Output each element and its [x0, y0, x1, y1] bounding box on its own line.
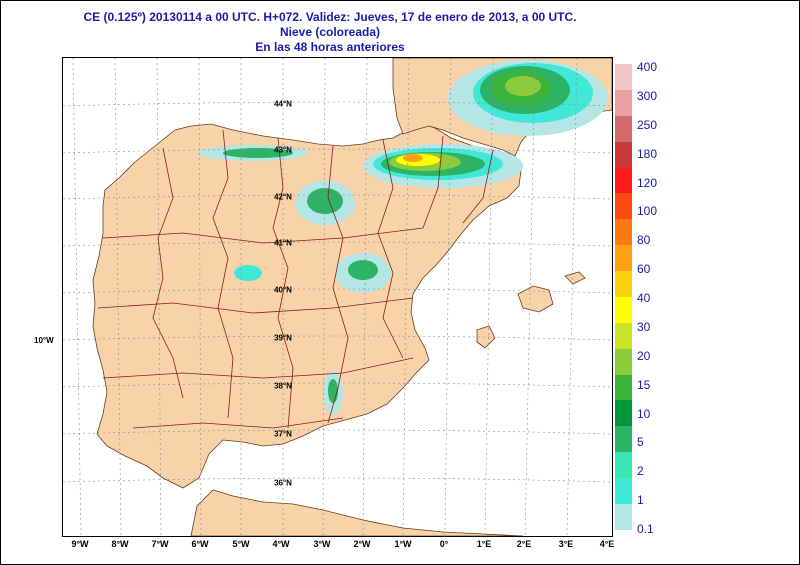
legend-label: 100 — [637, 204, 658, 219]
title-line-2: Nieve (coloreada) — [279, 25, 381, 39]
lat-label-43n: 43°N — [274, 145, 292, 155]
lat-label-44n: 44°N — [274, 99, 292, 109]
africa-land — [190, 489, 524, 536]
lon-label-8w: 8°W — [111, 539, 129, 549]
legend-swatch — [615, 64, 632, 90]
legend-swatch — [615, 271, 632, 297]
legend-label: 20 — [637, 348, 651, 363]
snow-field — [198, 60, 608, 415]
legend-label: 250 — [637, 117, 658, 132]
legend-swatch — [615, 89, 632, 116]
legend-swatch — [615, 167, 632, 194]
lat-label-37n: 37°N — [274, 429, 292, 439]
legend-swatch — [615, 374, 632, 401]
lat-label-42n: 42°N — [274, 192, 292, 202]
legend-swatch — [615, 322, 632, 349]
legend-label: 0.1 — [637, 522, 654, 536]
legend-swatch — [615, 503, 632, 530]
lat-label-36n: 36°N — [274, 478, 292, 488]
legend-label: 10 — [637, 406, 651, 421]
legend-label: 80 — [637, 233, 651, 248]
lon-label-2e: 2°E — [516, 539, 532, 549]
color-legend — [615, 64, 632, 530]
legend-swatch — [615, 219, 632, 246]
legend-label: 180 — [637, 146, 658, 161]
lon-label-0: 0° — [439, 539, 449, 549]
lat-label-40n: 40°N — [274, 285, 292, 295]
lon-label-9w: 9°W — [71, 539, 89, 549]
lon-label-4e: 4°E — [599, 539, 615, 549]
ibiza — [476, 325, 496, 349]
legend-label: 400 — [637, 60, 658, 74]
legend-label: 300 — [637, 88, 658, 103]
legend-swatch — [615, 348, 632, 375]
side-lon-label: 10°W — [34, 336, 54, 345]
lon-label-7w: 7°W — [151, 539, 169, 549]
legend-label: 2 — [637, 464, 644, 479]
lon-label-5w: 5°W — [232, 539, 250, 549]
legend-swatch — [615, 400, 632, 427]
lon-label-6w: 6°W — [191, 539, 209, 549]
lon-label-1w: 1°W — [394, 539, 412, 549]
lat-label-38n: 38°N — [274, 381, 292, 391]
legend-swatch — [615, 115, 632, 142]
graticule — [63, 58, 612, 536]
legend-label: 5 — [637, 435, 644, 450]
legend-label: 60 — [637, 262, 651, 277]
legend-label: 120 — [637, 175, 658, 190]
iberia-land — [92, 123, 522, 489]
lon-label-4w: 4°W — [272, 539, 290, 549]
legend-swatch — [615, 141, 632, 168]
legend-label: 30 — [637, 319, 651, 334]
legend-label: 15 — [637, 377, 651, 392]
legend-swatch — [615, 193, 632, 220]
legend-swatch — [615, 478, 632, 504]
menorca — [564, 271, 586, 285]
lat-label-39n: 39°N — [274, 333, 292, 343]
lon-label-2w: 2°W — [353, 539, 371, 549]
legend-swatch — [615, 426, 632, 453]
map-canvas — [63, 58, 612, 536]
legend-label: 40 — [637, 291, 651, 305]
legend-swatch — [615, 452, 632, 478]
province-borders — [97, 129, 494, 429]
title-line-3: En las 48 horas anteriores — [255, 40, 405, 54]
map-area — [62, 57, 613, 537]
lon-label-3w: 3°W — [313, 539, 331, 549]
legend-swatch — [615, 296, 632, 323]
legend-label: 1 — [637, 493, 644, 508]
mallorca — [517, 285, 554, 313]
legend-swatch — [615, 245, 632, 271]
lat-label-41n: 41°N — [274, 238, 292, 248]
lon-label-1e: 1°E — [476, 539, 492, 549]
lon-label-3e: 3°E — [558, 539, 574, 549]
title-line-1: CE (0.125º) 20130114 a 00 UTC. H+072. Va… — [83, 10, 577, 24]
